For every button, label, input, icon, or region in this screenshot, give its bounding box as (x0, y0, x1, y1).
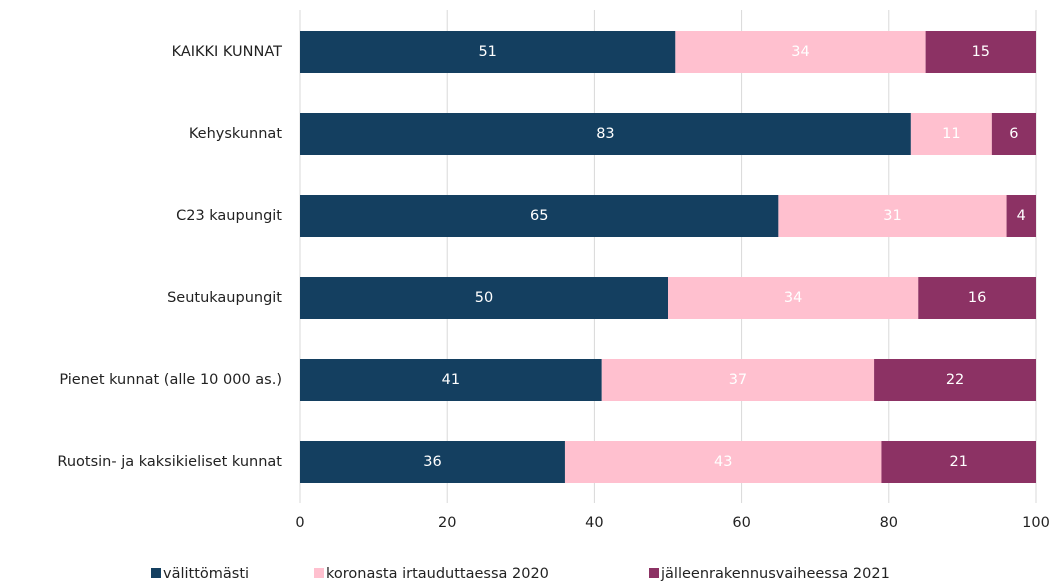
y-tick-label: KAIKKI KUNNAT (172, 44, 283, 60)
legend-swatch (151, 568, 161, 578)
bar-segment (991, 113, 1036, 155)
data-label: 31 (883, 208, 901, 224)
bar-segment (300, 277, 668, 319)
bar-segment (778, 195, 1007, 237)
legend-label: jälleenrakennusvaiheessa 2021 (660, 566, 890, 582)
data-label: 83 (596, 126, 614, 142)
data-label: 50 (475, 290, 493, 306)
data-label: 34 (784, 290, 802, 306)
x-tick-label: 40 (585, 515, 603, 531)
bar-segment (910, 113, 992, 155)
y-tick-label: Ruotsin- ja kaksikieliset kunnat (57, 454, 282, 470)
data-label: 22 (946, 372, 964, 388)
data-label: 37 (729, 372, 747, 388)
legend-swatch (314, 568, 324, 578)
bar-segment (668, 277, 919, 319)
x-tick-label: 80 (880, 515, 898, 531)
bar-segment (564, 441, 882, 483)
bar-segment (874, 359, 1036, 401)
bar-segment (300, 113, 911, 155)
y-tick-label: Seutukaupungit (167, 290, 282, 306)
data-label: 43 (714, 454, 732, 470)
legend-label: välittömästi (163, 566, 249, 582)
data-label: 65 (530, 208, 548, 224)
bar-segment (601, 359, 875, 401)
x-tick-label: 60 (732, 515, 750, 531)
data-label: 36 (423, 454, 441, 470)
data-label: 21 (949, 454, 967, 470)
data-label: 51 (478, 44, 496, 60)
data-label: 34 (791, 44, 809, 60)
data-label: 41 (442, 372, 460, 388)
x-tick-label: 20 (438, 515, 456, 531)
data-label: 11 (942, 126, 960, 142)
y-tick-label: Kehyskunnat (189, 126, 282, 142)
bar-segment (675, 31, 926, 73)
data-label: 15 (972, 44, 990, 60)
legend-swatch (649, 568, 659, 578)
x-tick-label: 100 (1022, 515, 1050, 531)
bar-segment (300, 441, 565, 483)
y-tick-label: Pienet kunnat (alle 10 000 as.) (59, 372, 282, 388)
bar-segment (918, 277, 1036, 319)
data-label: 6 (1009, 126, 1018, 142)
bar-segment (925, 31, 1036, 73)
legend-label: koronasta irtauduttaessa 2020 (326, 566, 549, 582)
data-label: 16 (968, 290, 986, 306)
x-tick-label: 0 (295, 515, 304, 531)
bar-segment (300, 359, 602, 401)
bar-segment (1006, 195, 1036, 237)
y-tick-label: C23 kaupungit (176, 208, 282, 224)
bar-segment (300, 31, 676, 73)
bar-segment (881, 441, 1036, 483)
data-label: 4 (1017, 208, 1026, 224)
bar-segment (300, 195, 779, 237)
